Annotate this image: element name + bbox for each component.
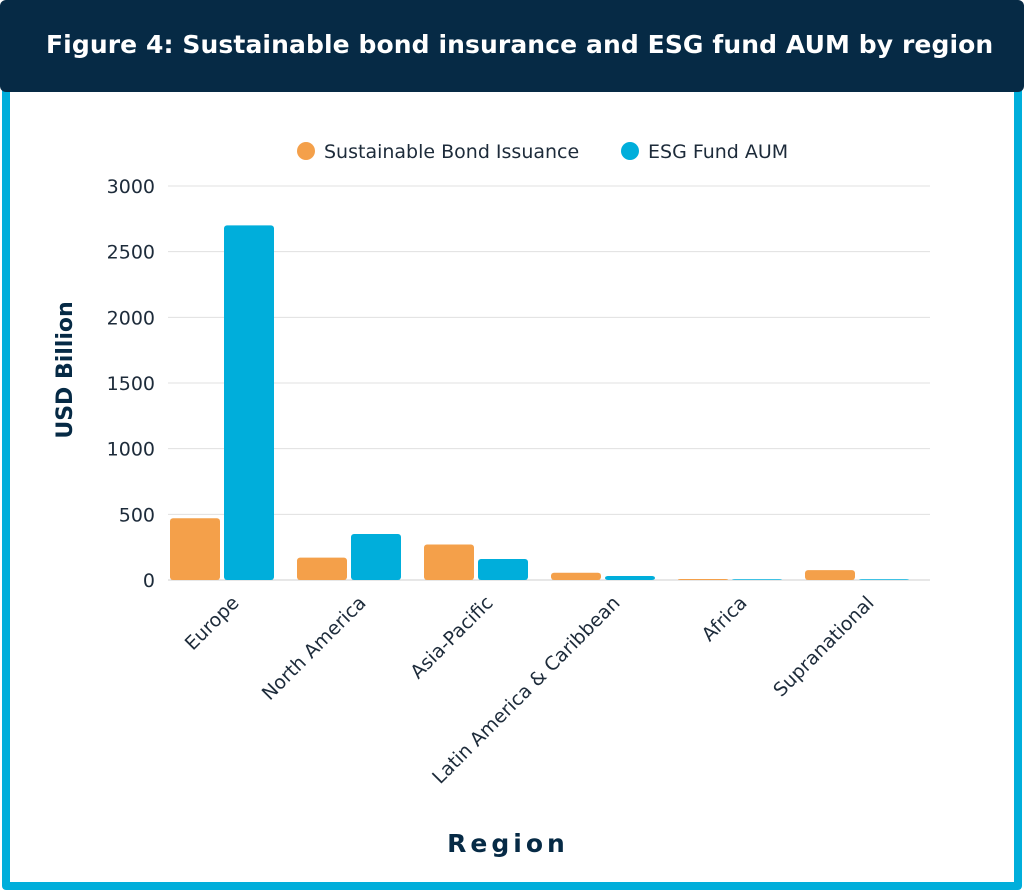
y-tick-label: 500 [119, 504, 155, 526]
bar-bond-issuance [297, 557, 347, 580]
chart-legend: Sustainable Bond Issuance ESG Fund AUM [297, 141, 788, 163]
x-tick-label: Africa [698, 592, 752, 646]
legend-label: ESG Fund AUM [648, 141, 788, 163]
x-tick-label: Asia-Pacific [406, 592, 497, 683]
y-axis-ticks: 0 500 1000 1500 2000 2500 3000 [107, 176, 155, 592]
bar-esg-fund-aum [859, 579, 909, 580]
legend-swatch [297, 142, 315, 160]
y-tick-label: 1000 [107, 439, 155, 461]
bar-bond-issuance [678, 578, 728, 580]
bars [170, 225, 909, 580]
legend-swatch [621, 142, 639, 160]
y-tick-label: 2500 [107, 242, 155, 264]
bar-esg-fund-aum [732, 579, 782, 580]
x-tick-label: Supranational [769, 592, 878, 701]
bar-esg-fund-aum [478, 558, 528, 580]
x-tick-label: North America [258, 592, 371, 705]
grid-lines [168, 185, 930, 581]
bar-esg-fund-aum [224, 225, 274, 580]
figure-header: Figure 4: Sustainable bond insurance and… [0, 0, 1024, 92]
bar-bond-issuance [805, 570, 855, 580]
bar-esg-fund-aum [351, 534, 401, 580]
y-tick-label: 1500 [107, 373, 155, 395]
bar-bond-issuance [170, 518, 220, 580]
y-axis-label: USD Billion [53, 301, 78, 438]
figure-title: Figure 4: Sustainable bond insurance and… [46, 30, 994, 59]
y-tick-label: 3000 [107, 176, 155, 198]
bar-esg-fund-aum [605, 576, 655, 580]
y-tick-label: 0 [143, 570, 155, 592]
x-tick-label: Europe [181, 592, 244, 655]
bar-bond-issuance [551, 572, 601, 580]
y-tick-label: 2000 [107, 307, 155, 329]
bar-bond-issuance [424, 544, 474, 580]
x-axis-label: Region [447, 829, 569, 858]
legend-label: Sustainable Bond Issuance [324, 141, 579, 163]
